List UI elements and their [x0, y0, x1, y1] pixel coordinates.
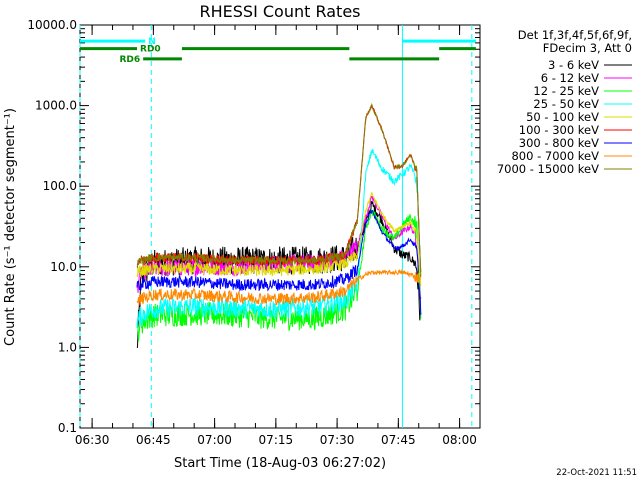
y-tick-label: 100.0 [43, 179, 77, 193]
flag-bar-label: N [148, 37, 156, 47]
legend-label: 800 - 7000 keV [511, 149, 599, 163]
x-tick-label: 06:45 [136, 433, 171, 447]
date-stamp: 22-Oct-2021 11:51 [556, 468, 637, 478]
legend-label: 7000 - 15000 keV [497, 162, 599, 176]
series-line [136, 209, 422, 315]
series-line [136, 192, 422, 287]
legend-label: 6 - 12 keV [541, 71, 599, 85]
plot-frame [79, 24, 481, 429]
y-tick-label: 10.0 [50, 260, 77, 274]
x-tick-label: 07:00 [197, 433, 232, 447]
x-axis-label: Start Time (18-Aug-03 06:27:02) [174, 456, 386, 471]
y-axis-label: Count Rate (s⁻¹ detector segment⁻¹) [3, 108, 18, 346]
legend-header-2: FDecim 3, Att 0 [543, 41, 632, 55]
legend-label: 25 - 50 keV [533, 97, 599, 111]
x-tick-label: 07:15 [259, 433, 294, 447]
legend-label: 100 - 300 keV [519, 123, 599, 137]
flag-bar-label: RD0 [140, 45, 161, 55]
x-tick-label: 07:30 [320, 433, 355, 447]
chart-title: RHESSI Count Rates [200, 2, 361, 21]
y-tick-label: 0.1 [58, 421, 77, 435]
legend-label: 3 - 6 keV [548, 58, 599, 72]
legend-label: 50 - 100 keV [526, 110, 599, 124]
x-tick-label: 08:00 [442, 433, 477, 447]
y-tick-label: 10000.0 [27, 18, 77, 32]
series-line [136, 102, 422, 277]
flag-bar-label: RD6 [119, 55, 140, 65]
time-markers [79, 25, 473, 428]
series-line [136, 268, 422, 306]
x-axis: 06:30 06:45 07:00 07:15 07:30 07:45 08:00 [75, 25, 481, 447]
x-tick-label: 06:30 [75, 433, 110, 447]
legend-label: 300 - 800 keV [519, 136, 599, 150]
y-tick-label: 1.0 [58, 340, 77, 354]
legend-label: 12 - 25 keV [533, 84, 599, 98]
legend: Det 1f,3f,4f,5f,6f,9f, FDecim 3, Att 0 3… [497, 28, 632, 176]
y-tick-label: 1000.0 [35, 99, 77, 113]
y-axis: 0.1 1.0 10.0 100.0 1000.0 10000.0 [27, 18, 480, 435]
series-line [136, 105, 422, 273]
x-tick-label: 07:45 [381, 433, 416, 447]
legend-header-1: Det 1f,3f,4f,5f,6f,9f, [518, 28, 632, 42]
series-lines [136, 102, 422, 348]
